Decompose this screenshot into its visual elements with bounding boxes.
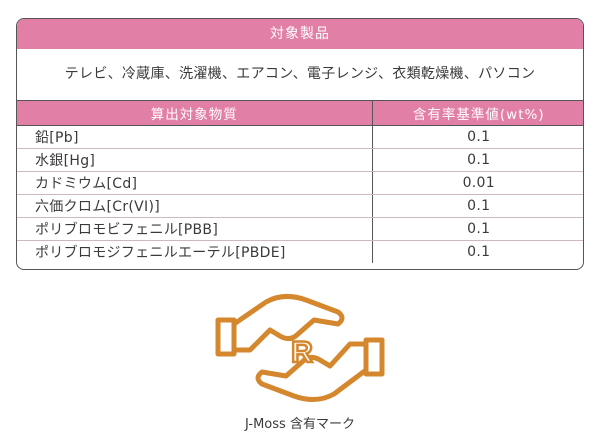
table-row: ポリブロモジフェニルエーテル[PBDE] 0.1 — [17, 240, 583, 263]
products-header: 対象製品 — [17, 19, 583, 49]
jmoss-mark-icon: R — [215, 294, 385, 402]
column-header-threshold: 含有率基準値(wt%) — [372, 101, 583, 126]
jmoss-info-table: 対象製品 テレビ、冷蔵庫、洗濯機、エアコン、電子レンジ、衣類乾燥機、パソコン 算… — [16, 18, 584, 270]
table-row: カドミウム[Cd] 0.01 — [17, 171, 583, 195]
threshold-cell: 0.1 — [372, 194, 583, 218]
table-row: ポリブロモビフェニル[PBB] 0.1 — [17, 217, 583, 241]
table-row: 鉛[Pb] 0.1 — [17, 125, 583, 149]
column-header-substance: 算出対象物質 — [17, 101, 373, 126]
threshold-cell: 0.1 — [372, 125, 583, 149]
logo-caption: J-Moss 含有マーク — [245, 417, 355, 432]
substance-cell: 鉛[Pb] — [17, 125, 373, 149]
threshold-cell: 0.1 — [372, 148, 583, 172]
substance-cell: ポリブロモジフェニルエーテル[PBDE] — [17, 240, 373, 263]
substance-cell: 水銀[Hg] — [17, 148, 373, 172]
substance-cell: ポリブロモビフェニル[PBB] — [17, 217, 373, 241]
logo-letter: R — [291, 336, 313, 369]
substance-cell: 六価クロム[Cr(VI)] — [17, 194, 373, 218]
products-list: テレビ、冷蔵庫、洗濯機、エアコン、電子レンジ、衣類乾燥機、パソコン — [17, 49, 583, 101]
threshold-cell: 0.1 — [372, 217, 583, 241]
table-row: 水銀[Hg] 0.1 — [17, 148, 583, 172]
threshold-cell: 0.01 — [372, 171, 583, 195]
threshold-cell: 0.1 — [467, 244, 491, 260]
substance-cell: カドミウム[Cd] — [17, 171, 373, 195]
substances-table: 算出対象物質 含有率基準値(wt%) 鉛[Pb] 0.1 水銀[Hg] 0.1 … — [17, 101, 583, 263]
table-header-row: 算出対象物質 含有率基準値(wt%) — [17, 101, 583, 126]
table-row: 六価クロム[Cr(VI)] 0.1 — [17, 194, 583, 218]
